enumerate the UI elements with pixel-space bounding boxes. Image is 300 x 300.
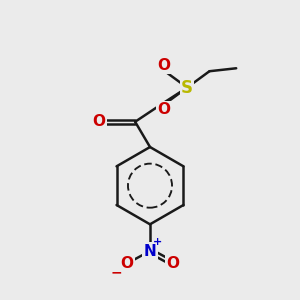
- Text: N: N: [144, 244, 156, 259]
- Text: O: O: [120, 256, 133, 271]
- Text: S: S: [181, 79, 193, 97]
- Text: +: +: [153, 237, 162, 247]
- Text: O: O: [92, 114, 105, 129]
- Text: O: O: [157, 58, 170, 73]
- Text: O: O: [157, 102, 170, 117]
- Text: −: −: [111, 266, 122, 280]
- Text: O: O: [167, 256, 180, 271]
